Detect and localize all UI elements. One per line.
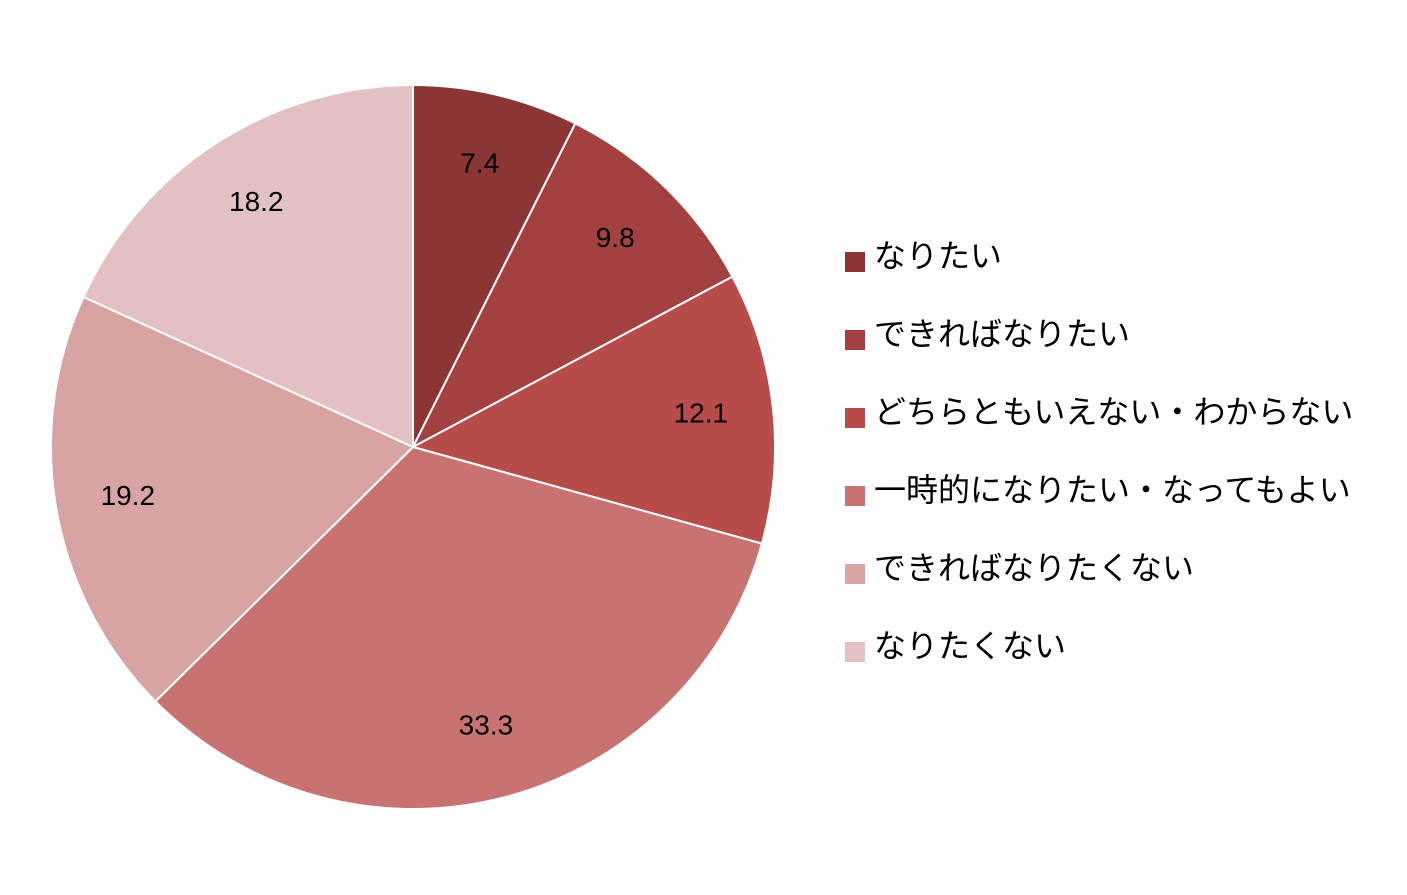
pie-slice bbox=[154, 445, 764, 810]
data-label: 33.3 bbox=[459, 710, 514, 741]
legend-label: できればなりたい bbox=[874, 315, 1130, 353]
data-label: 12.1 bbox=[674, 398, 729, 429]
legend-label: 一時的になりたい・なってもよい bbox=[874, 471, 1351, 509]
legend-swatch bbox=[845, 642, 865, 662]
pie-slice bbox=[50, 295, 415, 703]
pie-slice bbox=[410, 275, 776, 545]
pie-slice bbox=[82, 83, 414, 449]
legend-swatch bbox=[845, 408, 865, 428]
legend-swatch bbox=[845, 330, 865, 350]
data-label: 7.4 bbox=[460, 148, 499, 179]
pie-slice bbox=[410, 122, 734, 450]
data-label: 19.2 bbox=[101, 480, 156, 511]
legend-label: なりたい bbox=[874, 237, 1002, 275]
legend-swatch bbox=[845, 252, 865, 272]
data-label: 9.8 bbox=[596, 222, 635, 253]
pie-slice bbox=[412, 83, 577, 448]
legend-swatch bbox=[845, 486, 865, 506]
data-label: 18.2 bbox=[229, 186, 284, 217]
legend-label: なりたくない bbox=[874, 627, 1066, 665]
legend-label: できればなりたくない bbox=[874, 549, 1194, 587]
legend-label: どちらともいえない・わからない bbox=[874, 393, 1353, 431]
legend-swatch bbox=[845, 564, 865, 584]
